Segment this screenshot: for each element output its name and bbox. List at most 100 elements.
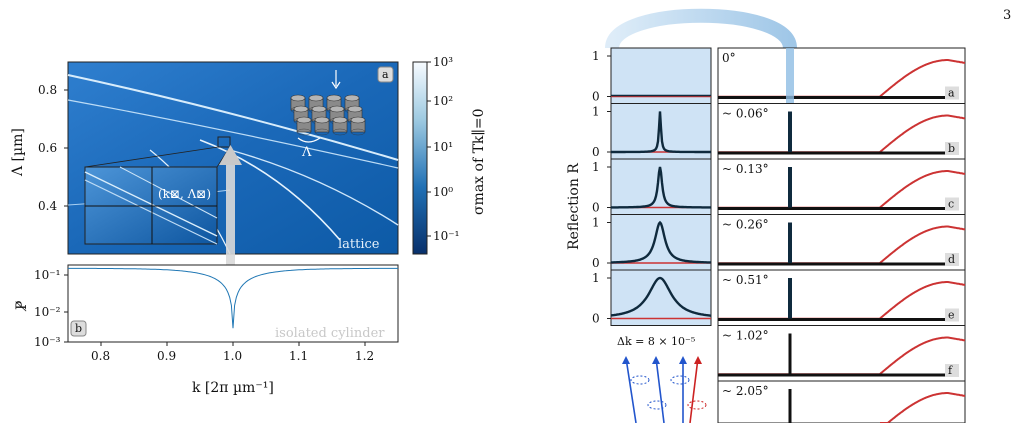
spectrum-red-curve [879,59,966,98]
panel-a: (k⊠, Λ⊠) Λ a lattice Λ [µm] 0.8 0.6 0.4 [10,61,399,318]
y-tick-label: 0 [592,90,600,104]
zoom-resonance-peak [610,276,712,317]
cylinder [329,105,345,113]
angle-label: 0° [722,51,736,65]
cylinder [344,94,360,102]
lattice-label: lattice [338,237,380,252]
colorbar-tick-label: 10⁻¹ [433,229,459,243]
zoom-line-1 [84,146,219,168]
y-tick-label: 0.8 [38,83,57,97]
angle-label: ~ 0.06° [722,107,769,121]
inset: (k⊠, Λ⊠) [84,166,218,245]
colorbar-tick-label: 10⁰ [433,185,453,199]
cylinder [296,116,312,124]
zoom-panel [610,269,712,326]
colorbar: 10³ 10² 10¹ 10⁰ 10⁻¹ σmax of Tk∥=0 [412,55,487,255]
y-tick-label: 1 [592,271,600,285]
cylinder [332,116,348,124]
inset-label: (k⊠, Λ⊠) [158,187,211,201]
row-badge: e [948,309,955,322]
cylinder [311,105,327,113]
panel-a-badge: a [382,68,389,81]
reflection-row: 1 0 ~ 0.13° c [592,158,966,215]
reflection-row: 1 0 ~ 0.51° e [592,269,966,326]
x-tick-label: 1.0 [223,349,242,363]
spectrum-panel [717,380,966,423]
y-tick-label: 0 [592,201,600,215]
y-tick-label: 1 [592,49,600,63]
y-tick-label: 0.4 [38,199,57,213]
reflection-row: 1 0 ~ 0.06° b [592,103,966,160]
y-tick-label: 1 [592,216,600,230]
row-badge: d [948,253,955,266]
y-tick-label: 1 [592,105,600,119]
cylinder-lattice [290,94,366,136]
spectrum-panel [717,325,966,382]
grey-arrow-head [219,145,242,165]
page-number: 3 [1003,8,1012,23]
y-tick-label: 10⁻¹ [34,268,60,282]
spectrum-red-curve [879,114,966,153]
cylinder [293,105,309,113]
band-line-1 [67,74,399,161]
delta-k-label: Δk = 8 × 10⁻⁵ [617,335,695,348]
spectrum-panel [717,103,966,160]
y-tick-label: 0 [592,312,600,326]
lambda-bracket [297,137,321,143]
band-line-3 [199,139,341,241]
row-badge: a [948,87,955,100]
reflection-row: 1 0 0° a [592,47,966,104]
grey-arrow-shaft [226,160,235,318]
cylinder [314,116,330,124]
spectrum-red-curve [879,225,966,264]
spectrum-red-curve [879,170,966,209]
y-tick-label: 0 [592,145,600,159]
cylinder [350,116,366,124]
zoom-resonance-peak [611,111,711,154]
resonance-highlight [786,48,794,104]
y-tick-label: 0.6 [38,141,57,155]
spectrum-panel [717,214,966,271]
x-tick-label: 0.9 [157,349,176,363]
panel-a-y-label: Λ [µm] [10,128,26,177]
row-badge: c [948,198,954,211]
zoom-panel [610,47,712,104]
link-arc [605,8,797,50]
panel-b: b isolated cylinder P̸ 10⁻¹ 10⁻² 10⁻³ 0.8 0… [14,264,399,396]
reflection-row: ~ 1.02° f [717,325,966,382]
panel-b-y-label: P̸ [14,301,30,312]
polarization-arrows [622,356,707,423]
isolated-cylinder-label: isolated cylinder [275,326,385,341]
cylinder [326,94,342,102]
lambda-label: Λ [301,145,312,160]
x-tick-label: 1.2 [355,349,374,363]
spectrum-panel [717,47,966,104]
right-y-label: Reflection R [566,163,582,250]
right-figure: Reflection R 100°a10~ 0.06°b10~ 0.13°c10… [566,8,966,423]
y-tick-label: 10⁻³ [34,335,61,349]
angle-label: ~ 0.26° [722,218,769,232]
reflection-row: ~ 2.05° [717,380,966,423]
row-badge: b [948,142,955,155]
panel-b-badge: b [75,322,82,335]
y-tick-label: 10⁻² [34,305,61,319]
cylinder [347,105,363,113]
colorbar-tick-label: 10³ [433,55,453,69]
colorbar-tick-label: 10¹ [433,140,453,154]
angle-label: ~ 1.02° [722,329,769,343]
spectrum-red-curve [879,336,966,375]
isolated-cylinder-curve [68,267,398,329]
reflection-row: 1 0 ~ 0.26° d [592,214,966,271]
zoom-box [217,136,231,148]
angle-label: ~ 0.51° [722,273,769,287]
y-tick-label: 0 [592,256,600,270]
zoom-resonance-peak [611,166,711,209]
band-line-2 [67,99,399,169]
band-line-4 [229,149,399,226]
angle-label: ~ 2.05° [722,384,769,398]
zoom-resonance-peak [611,220,711,264]
x-tick-label: 1.1 [289,349,308,363]
cylinder [290,94,306,102]
spectrum-red-curve [879,281,966,320]
